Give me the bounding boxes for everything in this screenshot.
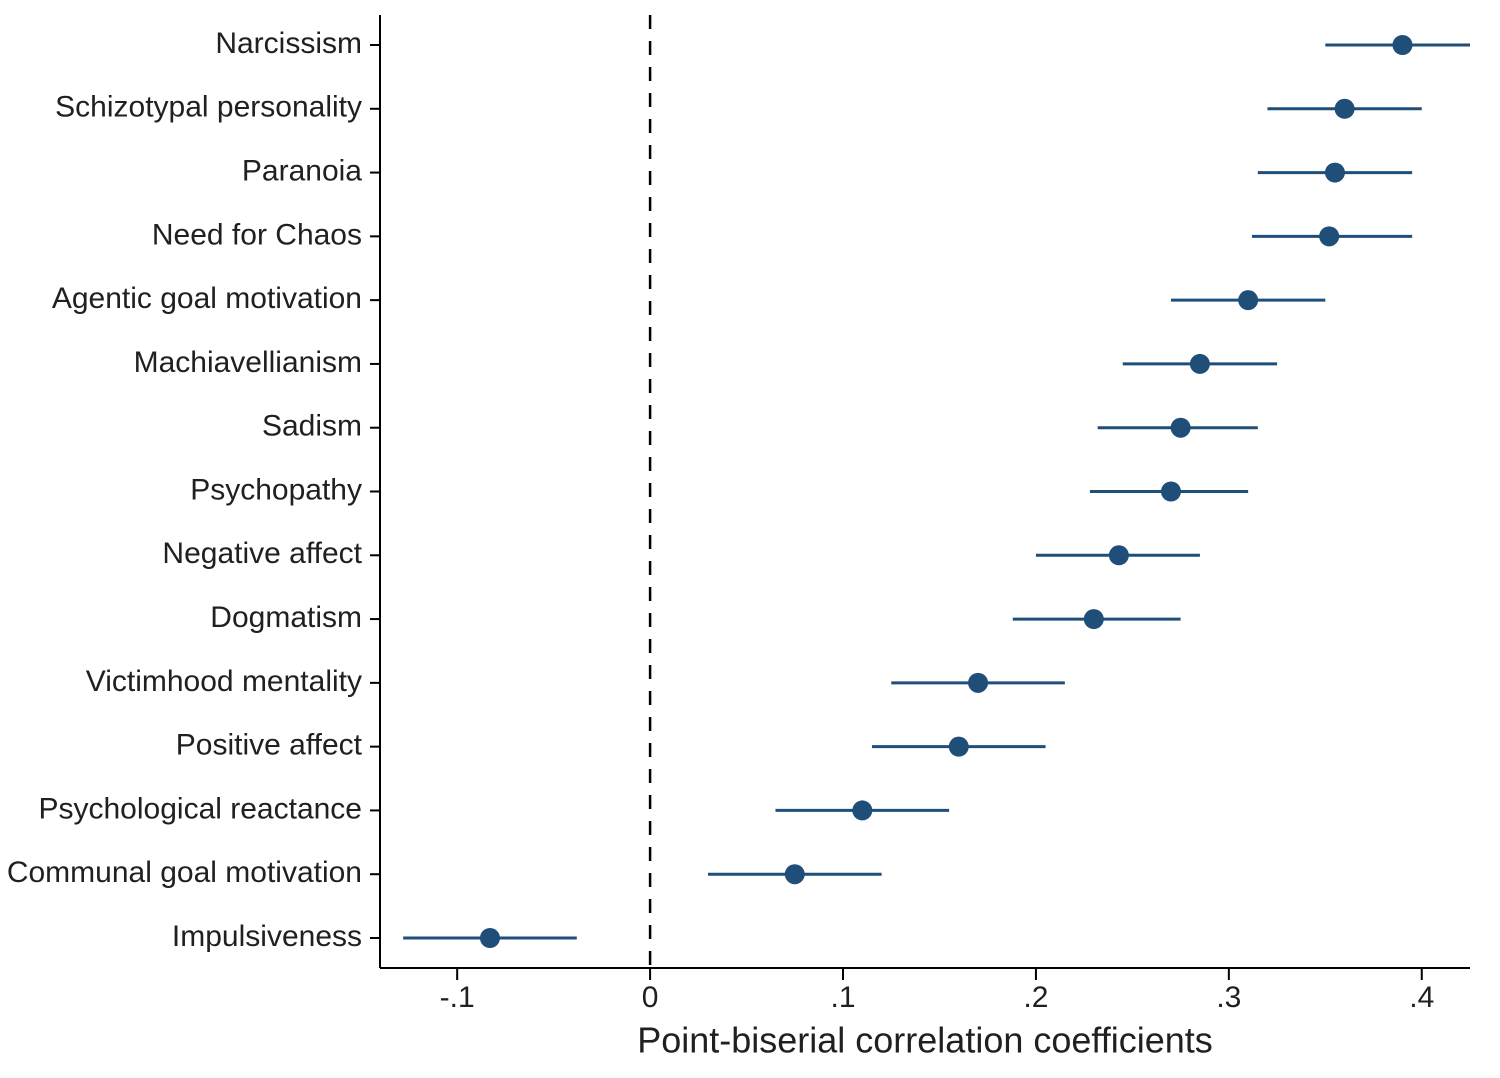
data-point — [1319, 226, 1339, 246]
x-tick-label: .3 — [1216, 981, 1241, 1014]
data-point — [852, 800, 872, 820]
chart-svg: Narcissism Schizotypal personality Paranoi… — [0, 0, 1500, 1078]
data-point — [1171, 418, 1191, 438]
data-point — [968, 673, 988, 693]
y-category-label: Machiavellianism — [134, 346, 362, 379]
data-point — [1392, 35, 1412, 55]
y-category-label: Victimhood mentality — [86, 665, 362, 698]
y-category-label: Sadism — [262, 410, 362, 443]
data-point — [1161, 482, 1181, 502]
y-category-label: Schizotypal personality — [55, 91, 362, 124]
data-point — [1325, 163, 1345, 183]
forest-plot: Narcissism Schizotypal personality Paranoi… — [0, 0, 1500, 1078]
y-category-label: Paranoia — [242, 154, 362, 187]
y-category-label: Psychopathy — [190, 473, 362, 506]
x-tick-label: .1 — [830, 981, 855, 1014]
data-point — [480, 928, 500, 948]
data-point — [1084, 609, 1104, 629]
y-category-label: Positive affect — [176, 729, 363, 762]
data-point — [1109, 545, 1129, 565]
x-axis-title: Point-biserial correlation coefficients — [637, 1019, 1213, 1060]
y-category-label: Negative affect — [162, 537, 362, 570]
y-category-label: Impulsiveness — [172, 920, 362, 953]
y-category-label: Psychological reactance — [38, 792, 362, 825]
data-point — [785, 864, 805, 884]
y-category-label: Narcissism — [215, 27, 362, 60]
data-point — [1335, 99, 1355, 119]
x-tick-label: .2 — [1023, 981, 1048, 1014]
x-tick-label: .4 — [1409, 981, 1434, 1014]
x-tick-label: -.1 — [440, 981, 475, 1014]
data-point — [949, 737, 969, 757]
y-category-label: Communal goal motivation — [7, 856, 362, 889]
data-point — [1238, 290, 1258, 310]
y-category-label: Agentic goal motivation — [52, 282, 362, 315]
data-point — [1190, 354, 1210, 374]
y-category-label: Dogmatism — [210, 601, 362, 634]
x-tick-label: 0 — [642, 981, 659, 1014]
y-category-label: Need for Chaos — [152, 218, 362, 251]
